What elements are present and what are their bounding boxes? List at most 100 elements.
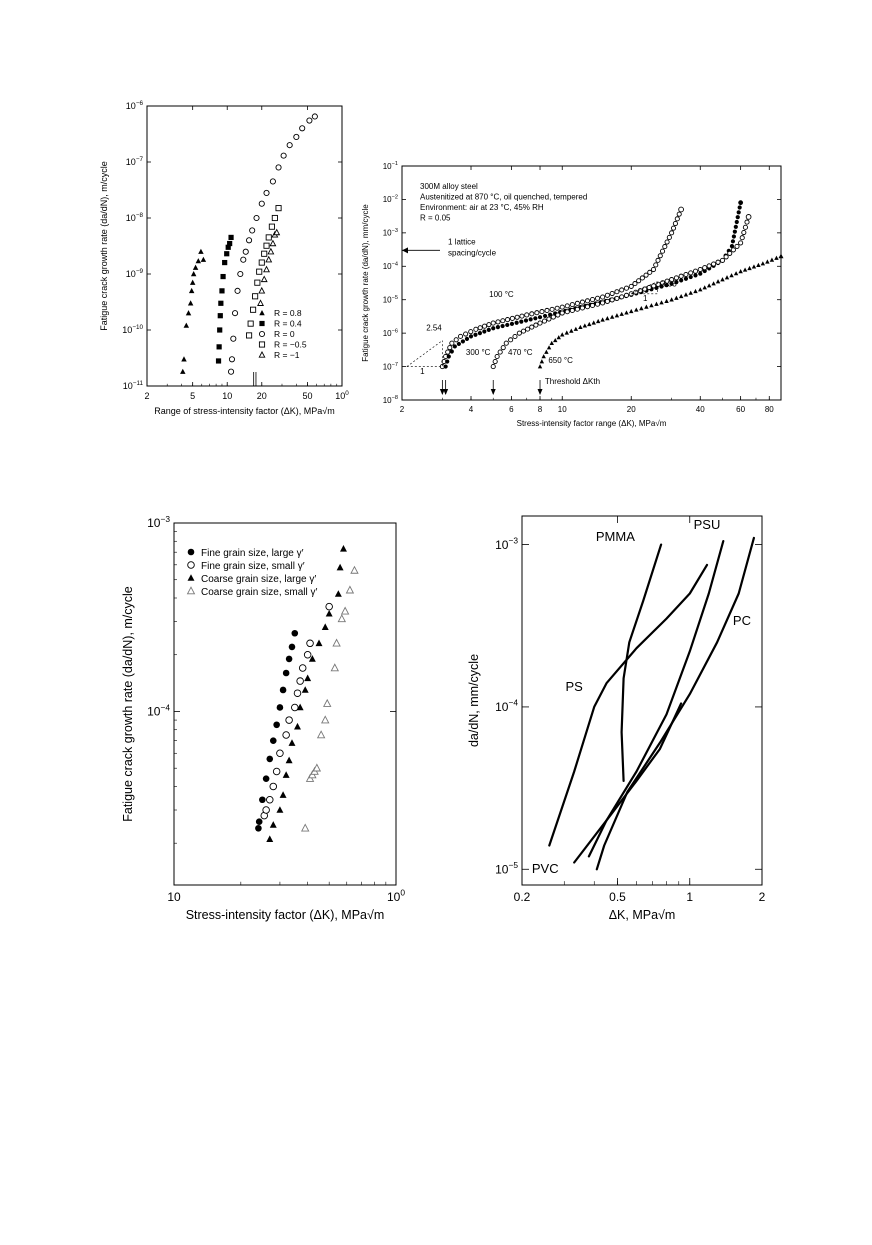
data-point [715, 279, 721, 284]
data-point [316, 730, 326, 739]
data-point [664, 278, 670, 284]
data-point [756, 262, 761, 267]
data-point [495, 325, 501, 330]
data-point [481, 323, 488, 329]
data-point [647, 269, 653, 275]
data-point [280, 152, 287, 159]
data-point [336, 563, 344, 571]
data-point [255, 824, 262, 832]
data-point [600, 317, 605, 322]
data-point [548, 312, 553, 317]
data-point [553, 337, 558, 343]
data-point [564, 303, 570, 309]
data-point [514, 314, 520, 320]
series-r0 [180, 248, 207, 374]
x-tick-label: 60 [736, 405, 745, 414]
data-point [265, 234, 272, 241]
y-tick-label: 10−3 [147, 514, 170, 530]
x-axis-label: Range of stress-intensity factor (ΔK), M… [154, 406, 335, 416]
data-point [666, 234, 672, 240]
data-point [256, 268, 263, 275]
data-point [246, 332, 253, 339]
y-tick-label: 10−1 [383, 161, 398, 171]
data-point [604, 298, 610, 304]
data-point [523, 318, 529, 323]
data-point [595, 318, 601, 324]
data-point [642, 286, 648, 292]
data-point [500, 318, 506, 324]
data-point [323, 698, 332, 707]
data-point [579, 305, 585, 311]
data-point [505, 317, 511, 323]
data-point [698, 271, 703, 276]
data-point [614, 313, 620, 318]
data-point [249, 227, 256, 234]
data-point [595, 295, 601, 301]
data-point [275, 205, 282, 212]
data-point [619, 294, 625, 300]
data-point [643, 272, 649, 278]
data-point [230, 335, 237, 342]
chart-top-left: 2 5 10 20 50 100 10−11 10−10 10−9 10−8 10−7 10−6 Ran… [99, 100, 349, 416]
y-tick-label: 10−6 [383, 328, 398, 338]
lattice-label-1: 1 lattice [448, 237, 476, 246]
threshold-arrowhead [537, 389, 543, 395]
data-point [600, 300, 606, 306]
data-point [651, 283, 657, 289]
series-3 [301, 565, 359, 832]
series-1 [260, 602, 333, 820]
data-point [272, 767, 281, 776]
data-point [584, 304, 591, 310]
data-point [253, 214, 260, 222]
data-point [298, 664, 307, 672]
data-point [525, 326, 531, 332]
data-point [649, 303, 654, 308]
data-point [623, 292, 630, 298]
data-point [340, 544, 347, 552]
data-point [306, 639, 314, 648]
data-point [692, 268, 699, 274]
data-point [564, 309, 570, 315]
threshold-arrowhead [439, 389, 445, 395]
data-point [688, 270, 694, 276]
data-point [731, 234, 736, 239]
data-point [742, 224, 748, 230]
data-point [291, 629, 299, 637]
legend-marker [186, 586, 196, 595]
legend-marker [258, 341, 266, 348]
data-point [637, 288, 643, 294]
data-point [242, 248, 249, 255]
data-point [263, 242, 270, 249]
data-point [539, 359, 545, 364]
data-point [261, 250, 268, 257]
series-2 [266, 544, 347, 843]
data-point [460, 339, 466, 344]
lattice-label-2: spacing/cycle [448, 248, 497, 257]
data-point [720, 277, 725, 282]
data-point [255, 818, 263, 826]
y-tick-label: 10−7 [126, 156, 144, 167]
data-point [240, 256, 247, 263]
x-axis-label: Stress-intensity factor (ΔK), MPa√m [186, 908, 385, 922]
data-point [698, 287, 703, 292]
data-point [765, 259, 770, 264]
data-point [738, 200, 744, 206]
series-3 [537, 253, 784, 395]
data-point [738, 269, 743, 274]
legend-label: Coarse grain size, small γ′ [201, 587, 317, 598]
data-point [285, 756, 293, 764]
curve-pmma [620, 543, 663, 782]
data-point [275, 164, 282, 171]
label-470c: 470 °C [508, 348, 533, 357]
threshold-arrowhead [443, 389, 449, 395]
data-point [490, 320, 496, 326]
data-point [217, 313, 223, 319]
data-point [639, 275, 645, 281]
y-axis-label: Fatigue crack growth rate (da/dN), mm/cy… [361, 204, 370, 362]
plot-frame [401, 165, 782, 401]
data-point [674, 279, 679, 285]
data-point [181, 356, 187, 362]
data-point [619, 311, 624, 316]
data-point [271, 214, 278, 222]
data-point [528, 317, 533, 322]
